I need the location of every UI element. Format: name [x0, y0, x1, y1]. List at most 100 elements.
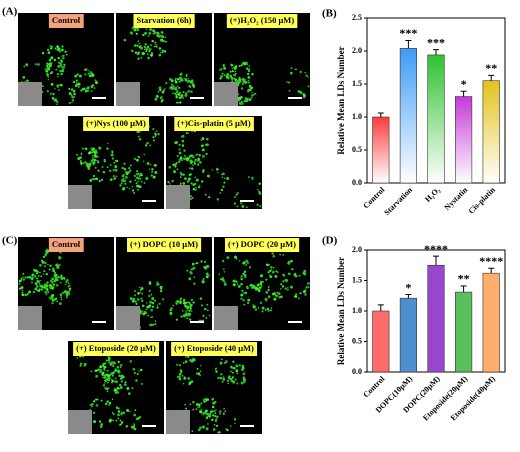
- lipid-droplet: [175, 93, 178, 96]
- lipid-droplet: [129, 360, 133, 363]
- lipid-droplet: [177, 101, 180, 104]
- lipid-droplet: [253, 285, 256, 288]
- lipid-droplet: [105, 359, 108, 362]
- lipid-droplet: [148, 31, 152, 35]
- lipid-droplet: [39, 264, 42, 267]
- lipid-droplet: [115, 175, 118, 178]
- lipid-droplet: [219, 278, 223, 281]
- lipid-droplet: [118, 374, 121, 377]
- lipid-droplet: [34, 287, 38, 291]
- lipid-droplet: [223, 280, 226, 283]
- lipid-droplet: [133, 157, 137, 160]
- lipid-droplet: [185, 132, 188, 135]
- lipid-droplet: [222, 268, 225, 271]
- lipid-droplet: [206, 303, 209, 306]
- lipid-droplet: [176, 363, 178, 366]
- lipid-droplet: [197, 164, 200, 166]
- significance: *: [405, 280, 411, 294]
- lipid-droplet: [234, 70, 236, 73]
- lipid-droplet: [240, 293, 244, 297]
- lipid-droplet: [152, 139, 155, 142]
- lipid-droplet: [232, 381, 235, 384]
- lipid-droplet: [223, 271, 226, 273]
- significance: ***: [427, 35, 445, 49]
- lipid-droplet: [140, 297, 143, 300]
- lipid-droplet: [240, 275, 243, 278]
- lipid-droplet: [154, 320, 157, 322]
- lipid-droplet: [95, 177, 99, 181]
- lipid-droplet: [144, 312, 147, 315]
- lipid-droplet: [64, 50, 67, 53]
- lipid-droplet: [111, 412, 114, 414]
- y-tick-label: 1.5: [352, 79, 362, 88]
- lipid-droplet: [37, 275, 40, 277]
- lipid-droplet: [91, 405, 93, 408]
- lipid-droplet: [184, 155, 186, 157]
- lipid-droplet: [147, 314, 149, 317]
- lipid-droplet: [133, 44, 137, 47]
- panel-letter: (C): [2, 235, 18, 247]
- label-bg: [127, 238, 202, 252]
- lipid-droplet: [51, 287, 54, 290]
- lipid-droplet: [170, 79, 174, 83]
- lipid-droplet: [91, 158, 94, 161]
- lipid-droplet: [46, 282, 49, 284]
- lipid-droplet: [208, 314, 211, 317]
- lipid-droplet: [179, 183, 182, 186]
- lipid-droplet: [197, 372, 201, 376]
- lipid-droplet: [203, 265, 206, 269]
- lipid-droplet: [137, 180, 139, 183]
- lipid-droplet: [176, 85, 179, 87]
- lipid-droplet: [238, 78, 242, 82]
- lipid-droplet: [241, 368, 244, 371]
- lipid-droplet: [178, 148, 181, 151]
- lipid-droplet: [22, 75, 26, 79]
- lipid-droplet: [195, 262, 198, 265]
- lipid-droplet: [180, 173, 183, 176]
- lipid-droplet: [267, 310, 270, 312]
- lipid-droplet: [220, 68, 223, 71]
- lipid-droplet: [21, 291, 24, 294]
- lipid-droplet: [60, 59, 63, 62]
- inset: [214, 306, 238, 330]
- lipid-droplet: [137, 291, 140, 295]
- lipid-droplet: [127, 171, 131, 174]
- lipid-droplet: [226, 428, 229, 432]
- lipid-droplet: [41, 259, 43, 262]
- lipid-droplet: [216, 198, 220, 201]
- lipid-droplet: [179, 101, 182, 104]
- lipid-droplet: [136, 176, 139, 180]
- lipid-droplet: [190, 90, 193, 93]
- lipid-droplet: [53, 279, 57, 283]
- lipid-droplet: [58, 89, 60, 91]
- lipid-droplet: [78, 74, 82, 78]
- lipid-droplet: [60, 64, 63, 66]
- lipid-droplet: [48, 59, 52, 62]
- lipid-droplet: [93, 87, 96, 89]
- lipid-droplet: [190, 299, 193, 301]
- micrograph: [166, 341, 262, 434]
- lipid-droplet: [152, 298, 155, 300]
- lipid-droplet: [168, 87, 171, 89]
- lipid-droplet: [299, 70, 302, 74]
- lipid-droplet: [211, 418, 214, 422]
- lipid-droplet: [108, 401, 112, 405]
- lipid-droplet: [242, 262, 245, 265]
- lipid-droplet: [265, 290, 269, 294]
- panel-letter: (B): [322, 8, 337, 20]
- lipid-droplet: [75, 79, 78, 82]
- lipid-droplet: [187, 313, 189, 316]
- lipid-droplet: [214, 409, 217, 411]
- lipid-droplet: [161, 90, 165, 94]
- lipid-droplet: [149, 289, 151, 292]
- lipid-droplet: [197, 406, 199, 409]
- lipid-droplet: [124, 182, 127, 185]
- lipid-droplet: [136, 170, 138, 173]
- significance: ****: [424, 242, 448, 256]
- label-bg: [133, 14, 195, 28]
- lipid-droplet: [154, 41, 157, 44]
- lipid-droplet: [61, 66, 63, 69]
- lipid-droplet: [20, 277, 23, 280]
- lipid-droplet: [148, 47, 152, 51]
- lipid-droplet: [186, 157, 190, 161]
